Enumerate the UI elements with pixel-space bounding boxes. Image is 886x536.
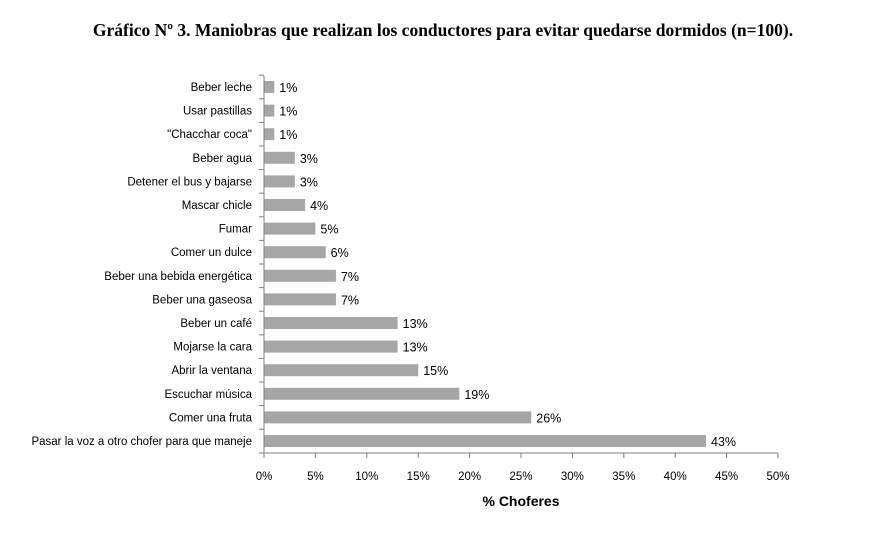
x-tick-label: 45% — [715, 471, 738, 483]
x-tick-label: 15% — [407, 471, 430, 483]
bar — [264, 387, 460, 400]
bar — [264, 128, 275, 141]
bar — [264, 293, 336, 306]
x-axis-title: % Choferes — [482, 493, 559, 509]
category-label: Escuchar música — [164, 389, 252, 401]
bar — [264, 364, 419, 377]
value-label: 43% — [711, 435, 736, 449]
category-label: Usar pastillas — [183, 106, 252, 118]
bar — [264, 411, 532, 424]
category-label: Comer un dulce — [171, 247, 252, 259]
x-tick-label: 25% — [509, 471, 532, 483]
value-label: 15% — [423, 364, 448, 378]
value-label: 7% — [341, 293, 359, 307]
category-label: Beber un café — [180, 318, 252, 330]
category-label: "Chacchar coca" — [167, 129, 252, 141]
value-label: 13% — [403, 341, 428, 355]
category-label: Fumar — [219, 224, 252, 236]
value-label: 6% — [331, 246, 349, 260]
x-tick-label: 5% — [307, 471, 324, 483]
value-label: 1% — [279, 128, 297, 142]
value-label: 13% — [403, 317, 428, 331]
value-label: 26% — [536, 411, 561, 425]
bar — [264, 199, 306, 211]
x-tick-label: 30% — [561, 471, 584, 483]
category-label: Beber una bebida energética — [104, 271, 252, 283]
category-label: Pasar la voz a otro chofer para que mane… — [31, 436, 252, 448]
category-label: Mojarse la cara — [173, 342, 252, 354]
value-label: 7% — [341, 270, 359, 284]
x-tick-label: 10% — [355, 471, 378, 483]
category-label: Comer una fruta — [169, 412, 253, 424]
bar — [264, 435, 707, 447]
bars-group: Beber leche 1% Usar pastillas 1% "Chacchar c… — [31, 81, 736, 449]
chart-title: Gráfico Nº 3. Maniobras que realizan los… — [92, 20, 794, 40]
value-label: 1% — [279, 105, 297, 119]
bar — [264, 104, 275, 117]
category-label: Beber una gaseosa — [152, 294, 252, 306]
category-label: Beber agua — [193, 153, 253, 165]
category-label: Detener el bus y bajarse — [127, 176, 252, 188]
value-label: 5% — [320, 223, 338, 237]
value-label: 1% — [279, 81, 297, 95]
value-label: 3% — [300, 175, 318, 189]
bar — [264, 317, 398, 329]
value-label: 4% — [310, 199, 328, 213]
x-tick-label: 50% — [766, 471, 789, 483]
value-label: 3% — [300, 152, 318, 166]
x-tick-label: 40% — [664, 471, 687, 483]
x-tick-label: 0% — [256, 471, 273, 483]
bar — [264, 222, 316, 235]
bar — [264, 81, 275, 93]
x-tick-label: 35% — [612, 471, 635, 483]
bar — [264, 151, 295, 164]
category-label: Abrir la ventana — [171, 365, 252, 377]
bar — [264, 246, 326, 259]
axes-group: 0% 5% 10% 15% 20% 25% 30% 35% 40% 45% 50% — [256, 74, 790, 483]
x-tick-label: 20% — [458, 471, 481, 483]
value-label: 19% — [464, 388, 489, 402]
category-label: Beber leche — [191, 82, 252, 94]
bar — [264, 269, 336, 282]
bar — [264, 340, 398, 353]
category-label: Mascar chicle — [182, 200, 252, 212]
bar — [264, 175, 295, 188]
